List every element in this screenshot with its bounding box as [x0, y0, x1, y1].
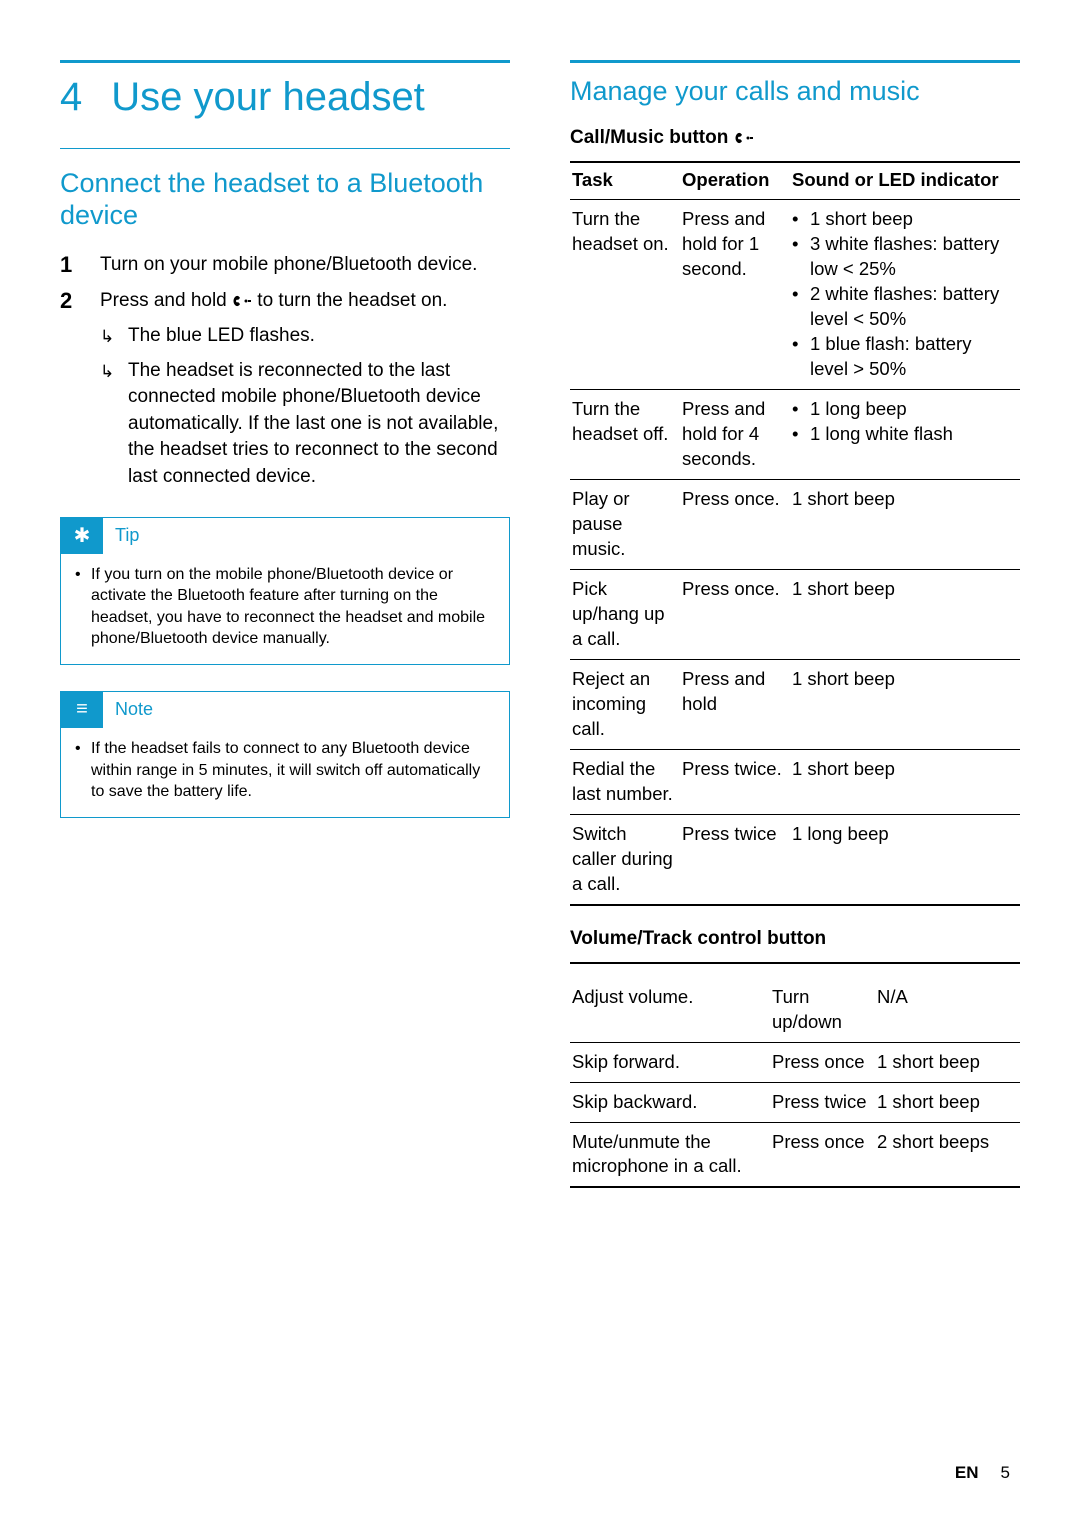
- cell-operation: Press and hold: [680, 659, 790, 749]
- step-1: 1 Turn on your mobile phone/Bluetooth de…: [60, 252, 510, 279]
- substep-text: The headset is reconnected to the last c…: [128, 358, 510, 491]
- note-label: Note: [103, 699, 153, 720]
- tip-head: ✱ Tip: [61, 518, 509, 554]
- cell-operation: Press twice.: [680, 749, 790, 814]
- cell-operation: Press once: [770, 1042, 875, 1082]
- call-music-table: Task Operation Sound or LED indicator Tu…: [570, 161, 1020, 905]
- right-column: Manage your calls and music Call/Music b…: [570, 60, 1020, 1188]
- page-content: 4 Use your headset Connect the headset t…: [0, 0, 1080, 1228]
- cell-task: Pick up/hang up a call.: [570, 569, 680, 659]
- cell-task: Turn the headset on.: [570, 200, 680, 390]
- substep-2: ↳ The headset is reconnected to the last…: [100, 358, 510, 491]
- connect-steps: 1 Turn on your mobile phone/Bluetooth de…: [60, 252, 510, 491]
- left-column: 4 Use your headset Connect the headset t…: [60, 60, 510, 1188]
- cell-indicator: 1 short beep: [790, 480, 1020, 570]
- cell-task: Skip forward.: [570, 1042, 770, 1082]
- footer-lang: EN: [955, 1463, 979, 1482]
- table-header-row: Task Operation Sound or LED indicator: [570, 162, 1020, 200]
- step-text-b: to turn the headset on.: [252, 290, 447, 311]
- tip-body: •If you turn on the mobile phone/Bluetoo…: [61, 554, 509, 664]
- cell-task: Reject an incoming call.: [570, 659, 680, 749]
- table-row: Reject an incoming call.Press and hold1 …: [570, 659, 1020, 749]
- cell-operation: Press once.: [680, 569, 790, 659]
- cell-operation: Press twice: [770, 1082, 875, 1122]
- note-icon: ≡: [61, 692, 103, 728]
- step-2: 2 Press and hold to turn the headset on.…: [60, 288, 510, 490]
- substep-text: The blue LED flashes.: [128, 323, 315, 350]
- th-operation: Operation: [680, 162, 790, 200]
- call-button-icon: [734, 131, 754, 145]
- table-row: Turn the headset off.Press and hold for …: [570, 390, 1020, 480]
- section-rule: [570, 60, 1020, 63]
- cell-indicator: •1 short beep•3 white flashes: battery l…: [790, 200, 1020, 390]
- cell-task: Skip backward.: [570, 1082, 770, 1122]
- tip-callout: ✱ Tip •If you turn on the mobile phone/B…: [60, 517, 510, 665]
- step-body: Press and hold to turn the headset on. ↳…: [100, 288, 510, 490]
- section-manage-heading: Manage your calls and music: [570, 75, 1020, 107]
- chapter-number: 4: [60, 75, 106, 120]
- step-text: Turn on your mobile phone/Bluetooth devi…: [100, 252, 510, 279]
- th-task: Task: [570, 162, 680, 200]
- table-row: Switch caller during a call.Press twice1…: [570, 814, 1020, 904]
- cell-task: Switch caller during a call.: [570, 814, 680, 904]
- note-body: •If the headset fails to connect to any …: [61, 728, 509, 817]
- step-text-a: Press and hold: [100, 290, 232, 311]
- result-arrow-icon: ↳: [100, 323, 128, 350]
- table-row: Skip forward.Press once1 short beep: [570, 1042, 1020, 1082]
- tip-text: If you turn on the mobile phone/Bluetoot…: [91, 564, 495, 650]
- table-row: Adjust volume.Turn up/downN/A: [570, 978, 1020, 1042]
- cell-operation: Press twice: [680, 814, 790, 904]
- cell-operation: Turn up/down: [770, 978, 875, 1042]
- tip-label: Tip: [103, 525, 139, 546]
- note-callout: ≡ Note •If the headset fails to connect …: [60, 691, 510, 818]
- chapter-rule: [60, 60, 510, 63]
- table-row: Play or pause music.Press once.1 short b…: [570, 480, 1020, 570]
- call-button-icon: [232, 294, 252, 308]
- cell-operation: Press once: [770, 1122, 875, 1187]
- table-row: Turn the headset on.Press and hold for 1…: [570, 200, 1020, 390]
- note-text: If the headset fails to connect to any B…: [91, 738, 495, 803]
- footer-page: 5: [1001, 1463, 1010, 1482]
- result-arrow-icon: ↳: [100, 358, 128, 491]
- divider: [60, 148, 510, 149]
- substep-1: ↳ The blue LED flashes.: [100, 323, 510, 350]
- step-number: 2: [60, 288, 100, 490]
- cell-indicator: 1 short beep: [790, 749, 1020, 814]
- cell-indicator: 1 short beep: [875, 1082, 1020, 1122]
- tip-icon: ✱: [61, 518, 103, 554]
- table-row: Mute/unmute the microphone in a call.Pre…: [570, 1122, 1020, 1187]
- cell-indicator: N/A: [875, 978, 1020, 1042]
- table-row: Redial the last number.Press twice.1 sho…: [570, 749, 1020, 814]
- note-head: ≡ Note: [61, 692, 509, 728]
- cell-task: Mute/unmute the microphone in a call.: [570, 1122, 770, 1187]
- chapter-title: Use your headset: [111, 75, 425, 119]
- table2-title: Volume/Track control button: [570, 928, 1020, 950]
- cell-indicator: •1 long beep•1 long white flash: [790, 390, 1020, 480]
- cell-indicator: 1 short beep: [875, 1042, 1020, 1082]
- table1-title: Call/Music button: [570, 127, 1020, 149]
- cell-indicator: 1 short beep: [790, 569, 1020, 659]
- chapter-heading: 4 Use your headset: [60, 75, 510, 120]
- cell-operation: Press once.: [680, 480, 790, 570]
- cell-task: Redial the last number.: [570, 749, 680, 814]
- page-footer: EN 5: [955, 1463, 1010, 1483]
- cell-indicator: 1 short beep: [790, 659, 1020, 749]
- step-number: 1: [60, 252, 100, 279]
- table-row: Skip backward.Press twice1 short beep: [570, 1082, 1020, 1122]
- cell-task: Play or pause music.: [570, 480, 680, 570]
- cell-indicator: 1 long beep: [790, 814, 1020, 904]
- th-indicator: Sound or LED indicator: [790, 162, 1020, 200]
- cell-task: Adjust volume.: [570, 978, 770, 1042]
- cell-operation: Press and hold for 4 seconds.: [680, 390, 790, 480]
- cell-operation: Press and hold for 1 second.: [680, 200, 790, 390]
- table-row: Pick up/hang up a call.Press once.1 shor…: [570, 569, 1020, 659]
- volume-track-table: Adjust volume.Turn up/downN/ASkip forwar…: [570, 962, 1020, 1189]
- section-connect-heading: Connect the headset to a Bluetooth devic…: [60, 167, 510, 232]
- cell-task: Turn the headset off.: [570, 390, 680, 480]
- cell-indicator: 2 short beeps: [875, 1122, 1020, 1187]
